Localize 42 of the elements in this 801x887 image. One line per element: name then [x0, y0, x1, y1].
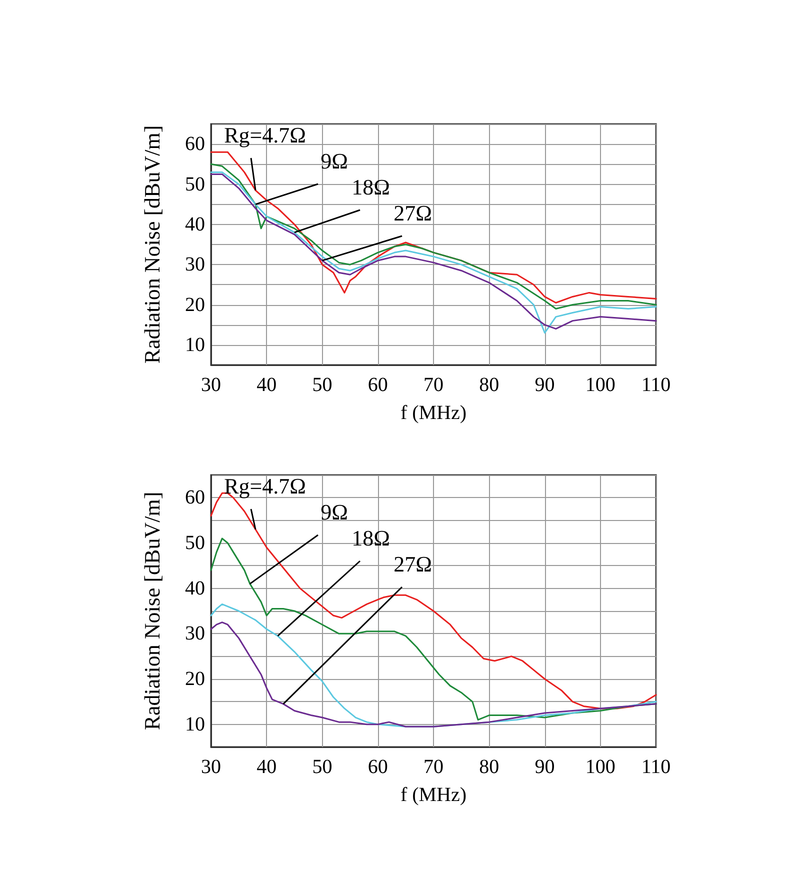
y-tick-label: 60 — [185, 486, 205, 509]
y-axis-title: Radiation Noise [dBuV/m] — [140, 125, 164, 364]
x-tick-label: 30 — [201, 756, 221, 778]
y-tick-label: 30 — [185, 622, 205, 645]
annotation: 27Ω — [394, 552, 432, 576]
y-tick-label: 50 — [185, 173, 205, 196]
x-axis-title: f (MHz) — [400, 402, 467, 424]
y-tick-label: 50 — [185, 532, 205, 554]
annotation: 18Ω — [352, 526, 390, 550]
x-tick-label: 70 — [424, 756, 444, 778]
x-axis-title: f (MHz) — [400, 784, 467, 806]
x-tick-label: 80 — [479, 756, 500, 778]
y-tick-label: 20 — [185, 668, 205, 690]
y-tick-label: 40 — [185, 577, 205, 600]
x-tick-label: 80 — [479, 374, 500, 396]
annotation: 9Ω — [320, 148, 348, 174]
annotation: 18Ω — [352, 174, 390, 200]
x-tick-label: 100 — [585, 374, 616, 396]
x-tick-label: 110 — [641, 374, 671, 396]
x-tick-label: 30 — [201, 374, 221, 396]
x-tick-label: 100 — [585, 756, 616, 778]
y-tick-label: 30 — [185, 254, 205, 276]
x-tick-label: 40 — [256, 374, 277, 396]
annotation: Rg=4.7Ω — [224, 122, 306, 148]
y-tick-label: 60 — [185, 133, 205, 156]
x-tick-label: 90 — [534, 374, 555, 396]
x-tick-label: 70 — [424, 374, 444, 396]
annotation: Rg=4.7Ω — [224, 474, 306, 498]
x-tick-label: 90 — [534, 756, 555, 778]
y-axis-title: Radiation Noise [dBuV/m] — [140, 492, 164, 730]
x-tick-label: 60 — [368, 374, 388, 396]
x-tick-label: 60 — [368, 756, 388, 778]
x-tick-label: 50 — [312, 374, 332, 396]
y-tick-label: 40 — [185, 213, 205, 236]
x-tick-label: 110 — [641, 756, 671, 778]
annotation: 9Ω — [320, 500, 348, 524]
y-tick-label: 10 — [185, 334, 205, 356]
y-tick-label: 10 — [185, 713, 205, 736]
y-tick-label: 20 — [185, 294, 205, 316]
x-tick-label: 40 — [256, 756, 277, 778]
x-tick-label: 50 — [312, 756, 332, 778]
annotation: 27Ω — [394, 200, 432, 226]
